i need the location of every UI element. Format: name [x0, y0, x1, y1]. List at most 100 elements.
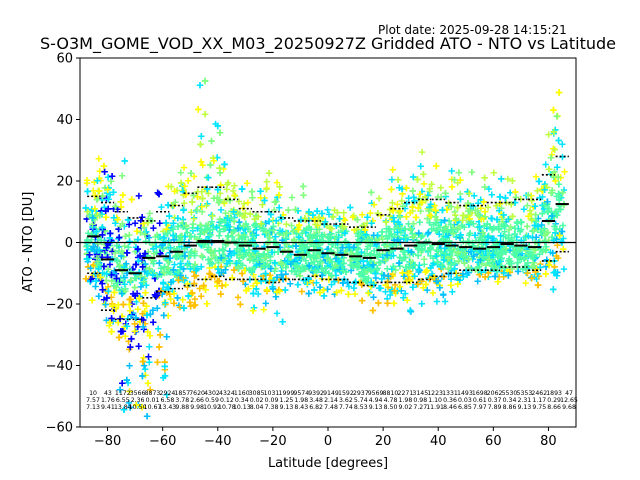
data-point	[191, 301, 199, 309]
data-point	[417, 163, 424, 170]
data-point	[262, 300, 269, 307]
data-point	[101, 168, 108, 175]
data-point	[511, 225, 519, 232]
data-point	[208, 211, 215, 219]
data-point	[111, 249, 119, 257]
data-point	[384, 300, 391, 307]
data-point	[288, 194, 296, 201]
data-point	[134, 323, 141, 331]
data-point	[207, 161, 214, 169]
data-point	[125, 221, 133, 228]
data-point	[104, 174, 112, 181]
data-point	[349, 214, 357, 221]
data-point	[288, 222, 295, 229]
data-point	[324, 286, 331, 293]
data-point	[272, 293, 280, 300]
data-point	[187, 233, 195, 240]
data-point	[210, 195, 218, 202]
data-point	[300, 183, 307, 190]
data-point	[403, 200, 410, 207]
data-point	[88, 297, 96, 304]
data-point	[273, 217, 280, 224]
data-point	[405, 195, 412, 202]
data-point	[455, 169, 462, 176]
data-point	[520, 206, 528, 213]
data-point	[217, 290, 224, 298]
data-point	[459, 270, 467, 277]
data-point	[220, 165, 227, 173]
data-point	[176, 304, 184, 311]
data-point	[216, 164, 223, 172]
data-point	[488, 191, 495, 198]
data-point	[103, 317, 110, 324]
data-point	[560, 245, 567, 253]
data-point	[155, 190, 163, 198]
data-point	[161, 363, 168, 370]
data-point	[504, 175, 512, 183]
data-point	[496, 193, 504, 201]
data-point	[358, 297, 366, 304]
data-point	[144, 328, 151, 336]
data-point	[367, 209, 374, 217]
data-point	[103, 277, 110, 284]
data-point	[548, 151, 555, 158]
data-point	[351, 290, 359, 298]
data-point	[369, 307, 377, 314]
data-point	[397, 213, 404, 221]
data-point	[167, 295, 174, 303]
data-point	[108, 294, 115, 301]
data-point	[538, 221, 545, 229]
data-point	[377, 285, 384, 292]
data-point	[425, 229, 432, 236]
data-point	[201, 111, 209, 118]
data-point	[547, 154, 555, 161]
data-point	[120, 301, 127, 308]
data-point	[340, 209, 347, 216]
data-point	[126, 231, 133, 239]
data-point	[196, 285, 203, 292]
data-point	[116, 234, 123, 241]
data-point	[247, 210, 254, 218]
data-point	[392, 266, 399, 274]
data-point	[496, 207, 503, 214]
data-point	[191, 295, 199, 303]
data-point	[553, 235, 560, 243]
data-point	[557, 206, 564, 213]
data-point	[526, 207, 534, 214]
data-point	[233, 245, 241, 252]
chart-title: S-O3M_GOME_VOD_XX_M03_20250927Z Gridded …	[39, 34, 616, 53]
data-point	[119, 172, 126, 179]
data-point	[415, 204, 422, 212]
data-point	[179, 296, 186, 303]
data-point	[341, 229, 349, 237]
data-point	[208, 274, 215, 281]
data-point	[550, 106, 557, 114]
data-point	[558, 238, 565, 245]
data-point	[135, 343, 142, 350]
data-point	[146, 210, 153, 217]
data-point	[447, 282, 455, 289]
data-point	[230, 187, 237, 195]
data-point	[126, 362, 133, 369]
data-point	[115, 319, 122, 326]
data-point	[92, 283, 99, 290]
data-point	[312, 237, 320, 245]
data-point	[95, 240, 102, 247]
data-point	[559, 222, 567, 229]
data-point	[187, 249, 194, 256]
data-point	[325, 211, 333, 218]
data-point	[534, 187, 541, 194]
data-point	[249, 307, 257, 314]
data-point	[125, 244, 132, 251]
data-point	[448, 183, 456, 191]
data-point	[488, 215, 495, 222]
data-point	[334, 209, 341, 216]
data-point	[205, 190, 212, 197]
data-point	[507, 223, 514, 231]
data-point	[160, 312, 167, 319]
data-point	[433, 162, 440, 170]
data-point	[366, 289, 373, 296]
data-point	[199, 253, 206, 261]
data-point	[364, 243, 372, 250]
data-point	[144, 380, 152, 387]
